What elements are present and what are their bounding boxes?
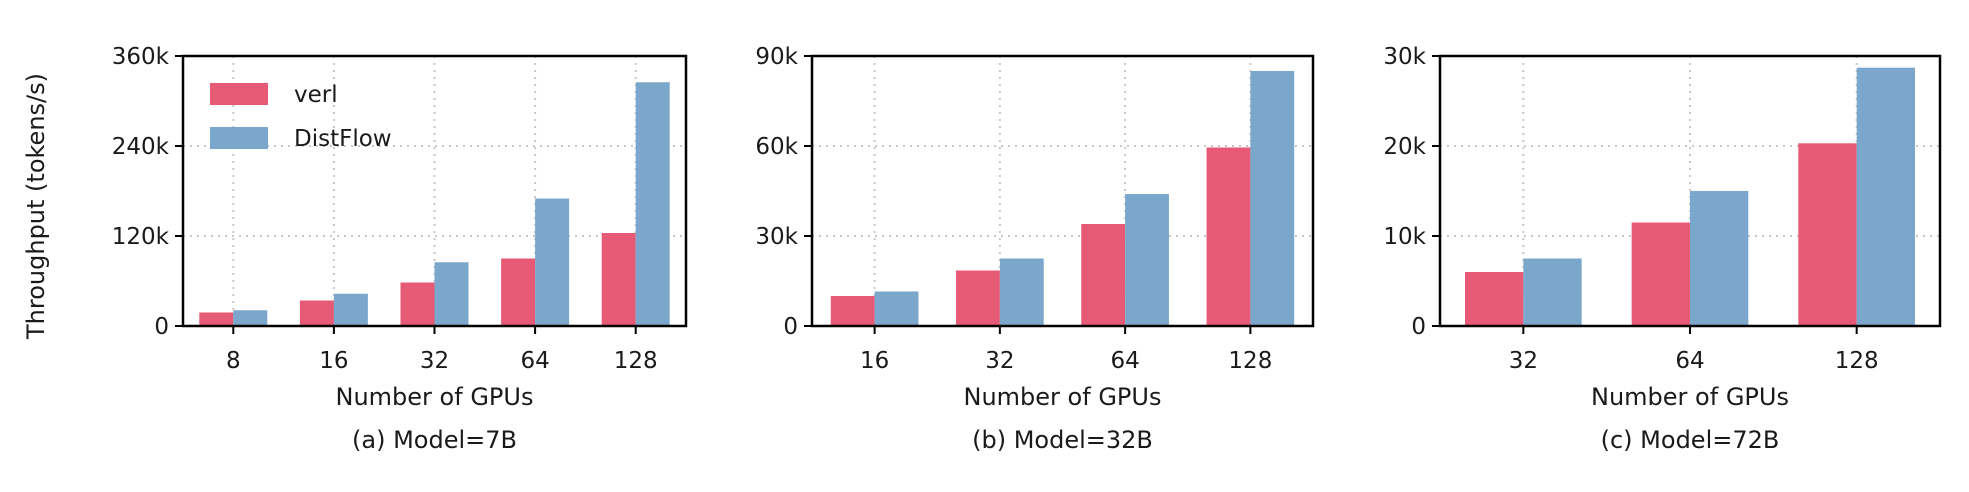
x-tick-label: 64 <box>1110 348 1139 374</box>
y-tick-label: 90k <box>755 44 798 70</box>
bar-distflow-64 <box>1125 194 1169 326</box>
legend-swatch-verl <box>210 83 268 105</box>
bar-distflow-8 <box>233 310 268 326</box>
legend: verl DistFlow <box>210 82 392 152</box>
bar-verl-128 <box>1206 147 1251 326</box>
panel-caption: (b) Model=32B <box>972 426 1153 454</box>
bar-verl-128 <box>601 233 636 326</box>
panel-caption: (c) Model=72B <box>1601 426 1780 454</box>
y-tick-label: 240k <box>112 134 170 160</box>
x-axis-label: Number of GPUs <box>1591 383 1789 411</box>
bar-verl-128 <box>1798 143 1857 326</box>
bar-distflow-128 <box>1856 67 1915 326</box>
x-tick-label: 32 <box>420 348 449 374</box>
bar-distflow-16 <box>333 293 368 326</box>
bar-verl-64 <box>1631 222 1690 326</box>
bar-distflow-32 <box>434 262 469 326</box>
y-tick-label: 60k <box>755 134 798 160</box>
x-tick-label: 32 <box>985 348 1014 374</box>
y-tick-label: 30k <box>755 224 798 250</box>
bar-distflow-64 <box>1690 191 1749 326</box>
bar-verl-64 <box>1081 224 1126 326</box>
legend-label-distflow: DistFlow <box>294 126 392 152</box>
bar-verl-16 <box>830 296 875 326</box>
panel-caption: (a) Model=7B <box>352 426 517 454</box>
bar-distflow-128 <box>635 82 670 326</box>
x-tick-label: 128 <box>1835 348 1879 374</box>
bar-distflow-128 <box>1250 71 1295 326</box>
x-tick-label: 64 <box>1675 348 1704 374</box>
y-tick-label: 30k <box>1383 44 1426 70</box>
x-tick-label: 32 <box>1509 348 1538 374</box>
y-tick-label: 0 <box>1411 314 1426 340</box>
y-tick-label: 10k <box>1383 224 1426 250</box>
x-tick-label: 128 <box>1228 348 1272 374</box>
y-tick-label: 20k <box>1383 134 1426 160</box>
legend-label-verl: verl <box>294 82 338 108</box>
plot-frame <box>810 54 1315 328</box>
chart-panel-3: 0 10k 20k 30k 32 64 128 Number of GPUs (c) Model… <box>1383 44 1942 454</box>
chart-panel-1: 0 120k 240k 360k 8 16 32 64 128 Number of GPUs (a)… <box>112 44 688 454</box>
panels: 0 120k 240k 360k 8 16 32 64 128 Number of GPUs (a)… <box>112 44 1942 454</box>
bar-verl-64 <box>501 258 536 326</box>
bar-distflow-64 <box>535 198 570 326</box>
x-tick-label: 16 <box>319 348 348 374</box>
y-tick-label: 360k <box>112 44 170 70</box>
bar-distflow-32 <box>999 258 1044 326</box>
bar-verl-32 <box>400 282 435 326</box>
legend-swatch-distflow <box>210 127 268 149</box>
bar-verl-32 <box>1465 272 1524 326</box>
bar-distflow-32 <box>1523 258 1582 326</box>
y-tick-label: 0 <box>154 314 169 340</box>
bar-verl-16 <box>299 300 334 326</box>
y-axis-label: Throughput (tokens/s) <box>22 73 50 340</box>
y-tick-label: 120k <box>112 224 170 250</box>
x-tick-label: 8 <box>226 348 241 374</box>
x-tick-label: 16 <box>860 348 889 374</box>
bar-verl-32 <box>956 270 1000 326</box>
x-tick-label: 128 <box>614 348 658 374</box>
x-axis-label: Number of GPUs <box>336 383 534 411</box>
bar-distflow-16 <box>874 291 919 326</box>
chart-panel-2: 0 30k 60k 90k 16 32 64 128 Number of GPUs (b) Mod… <box>755 44 1315 454</box>
bar-verl-8 <box>199 312 234 326</box>
x-tick-label: 64 <box>520 348 549 374</box>
y-tick-label: 0 <box>783 314 798 340</box>
x-axis-label: Number of GPUs <box>964 383 1162 411</box>
